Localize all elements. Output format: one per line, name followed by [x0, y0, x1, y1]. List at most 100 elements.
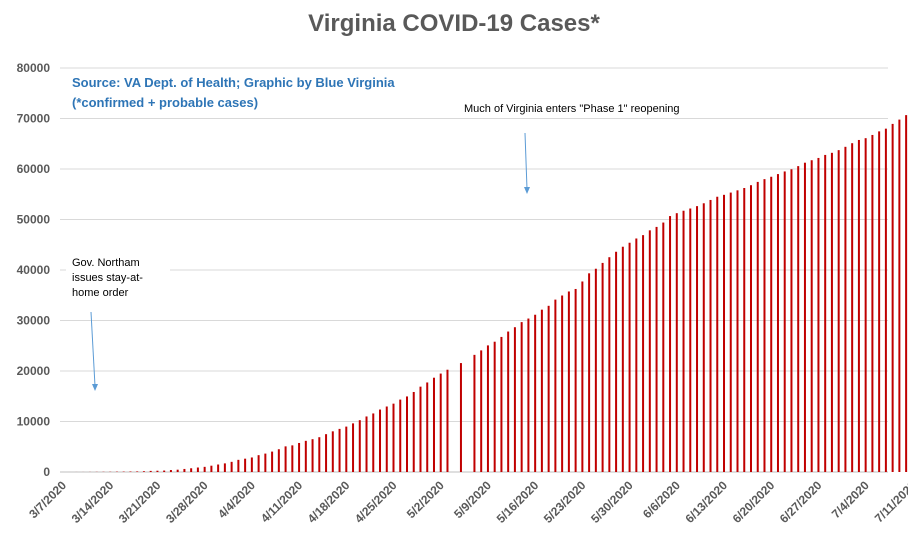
bar	[669, 216, 672, 472]
bar	[257, 455, 260, 472]
y-tick-label: 0	[43, 465, 50, 479]
bar	[534, 314, 537, 472]
bar	[878, 131, 881, 472]
bar	[696, 206, 699, 472]
bar	[271, 451, 274, 472]
bar	[594, 268, 597, 472]
bar	[237, 459, 240, 472]
source-line-1: Source: VA Dept. of Health; Graphic by B…	[72, 75, 395, 90]
bar	[486, 345, 489, 472]
bar	[736, 190, 739, 472]
bar	[163, 470, 166, 472]
bar	[763, 179, 766, 472]
bar	[642, 235, 645, 472]
bar	[392, 403, 395, 472]
bar	[891, 123, 894, 473]
bar	[824, 154, 827, 472]
bar	[277, 449, 280, 472]
bar	[635, 238, 638, 472]
bar	[196, 467, 199, 472]
bar	[183, 468, 186, 472]
y-tick-label: 80000	[17, 61, 51, 75]
source-line-2: (*confirmed + probable cases)	[72, 95, 258, 110]
bar	[830, 152, 833, 472]
y-tick-label: 50000	[17, 213, 51, 227]
chart-title: Virginia COVID-19 Cases*	[308, 10, 600, 37]
bar	[358, 420, 361, 472]
annotation-phase-1-label: Much of Virginia enters "Phase 1" reopen…	[464, 103, 680, 115]
bar	[574, 288, 577, 472]
y-tick-label: 60000	[17, 162, 51, 176]
bar	[500, 336, 503, 472]
bar	[608, 257, 611, 472]
y-tick-label: 10000	[17, 415, 51, 429]
bar	[628, 242, 631, 472]
bar	[459, 363, 462, 472]
bar	[615, 251, 618, 472]
bar	[588, 273, 591, 472]
bar	[250, 457, 253, 472]
bar	[621, 246, 624, 472]
bar	[743, 188, 746, 472]
bar	[338, 428, 341, 472]
bar	[871, 134, 874, 472]
bars	[62, 115, 908, 473]
bar	[426, 382, 429, 472]
y-tick-label: 70000	[17, 112, 51, 126]
bar	[230, 461, 233, 472]
bar	[648, 230, 651, 472]
bar	[129, 471, 132, 472]
bar	[345, 426, 348, 472]
bar	[406, 396, 408, 472]
bar	[749, 185, 752, 472]
bar	[365, 416, 368, 472]
annotation-stay-at-home-line-1: Gov. Northam	[72, 257, 140, 269]
bar	[284, 446, 287, 472]
bar	[581, 281, 584, 472]
bar	[520, 322, 523, 472]
bar	[298, 442, 301, 472]
y-tick-label: 30000	[17, 314, 51, 328]
annotation-phase-1-arrow	[524, 132, 528, 190]
annotation-stay-at-home-line-3: home order	[72, 287, 129, 299]
bar	[473, 354, 476, 472]
bar	[567, 291, 570, 472]
annotation-stay-at-home-line-2: issues stay-at-	[72, 272, 143, 284]
bar	[817, 157, 820, 472]
bar	[857, 139, 860, 472]
bar	[561, 295, 564, 472]
bar	[776, 174, 779, 472]
bar	[156, 470, 159, 472]
bar	[689, 208, 692, 472]
bar	[810, 160, 813, 473]
annotation-phase-1: Much of Virginia enters "Phase 1" reopen…	[456, 97, 706, 194]
bar	[304, 440, 307, 472]
annotation-stay-at-home-arrowhead	[92, 384, 98, 391]
bar	[783, 171, 786, 472]
bar	[898, 119, 901, 472]
bar	[136, 471, 139, 472]
bar	[372, 413, 375, 472]
annotation-phase-1-arrowhead	[524, 187, 530, 194]
annotation-stay-at-home: Gov. Northam issues stay-at- home order	[66, 253, 170, 391]
bar	[190, 468, 193, 472]
bar	[493, 341, 496, 472]
bar	[439, 373, 442, 472]
bar	[662, 222, 665, 472]
bar	[756, 181, 759, 472]
bar	[244, 458, 247, 472]
bar	[352, 423, 355, 472]
bar	[169, 470, 172, 472]
y-axis-ticks: 0 10000 20000 30000 40000 50000 60000 70000 8000…	[17, 61, 51, 479]
bar	[419, 386, 422, 472]
bar	[770, 176, 773, 472]
bar	[702, 203, 705, 472]
bar	[142, 471, 145, 472]
bar	[729, 192, 732, 472]
bar	[797, 166, 800, 472]
bar	[884, 128, 887, 472]
bar	[264, 453, 267, 472]
y-tick-label: 20000	[17, 364, 51, 378]
bar	[507, 331, 510, 472]
